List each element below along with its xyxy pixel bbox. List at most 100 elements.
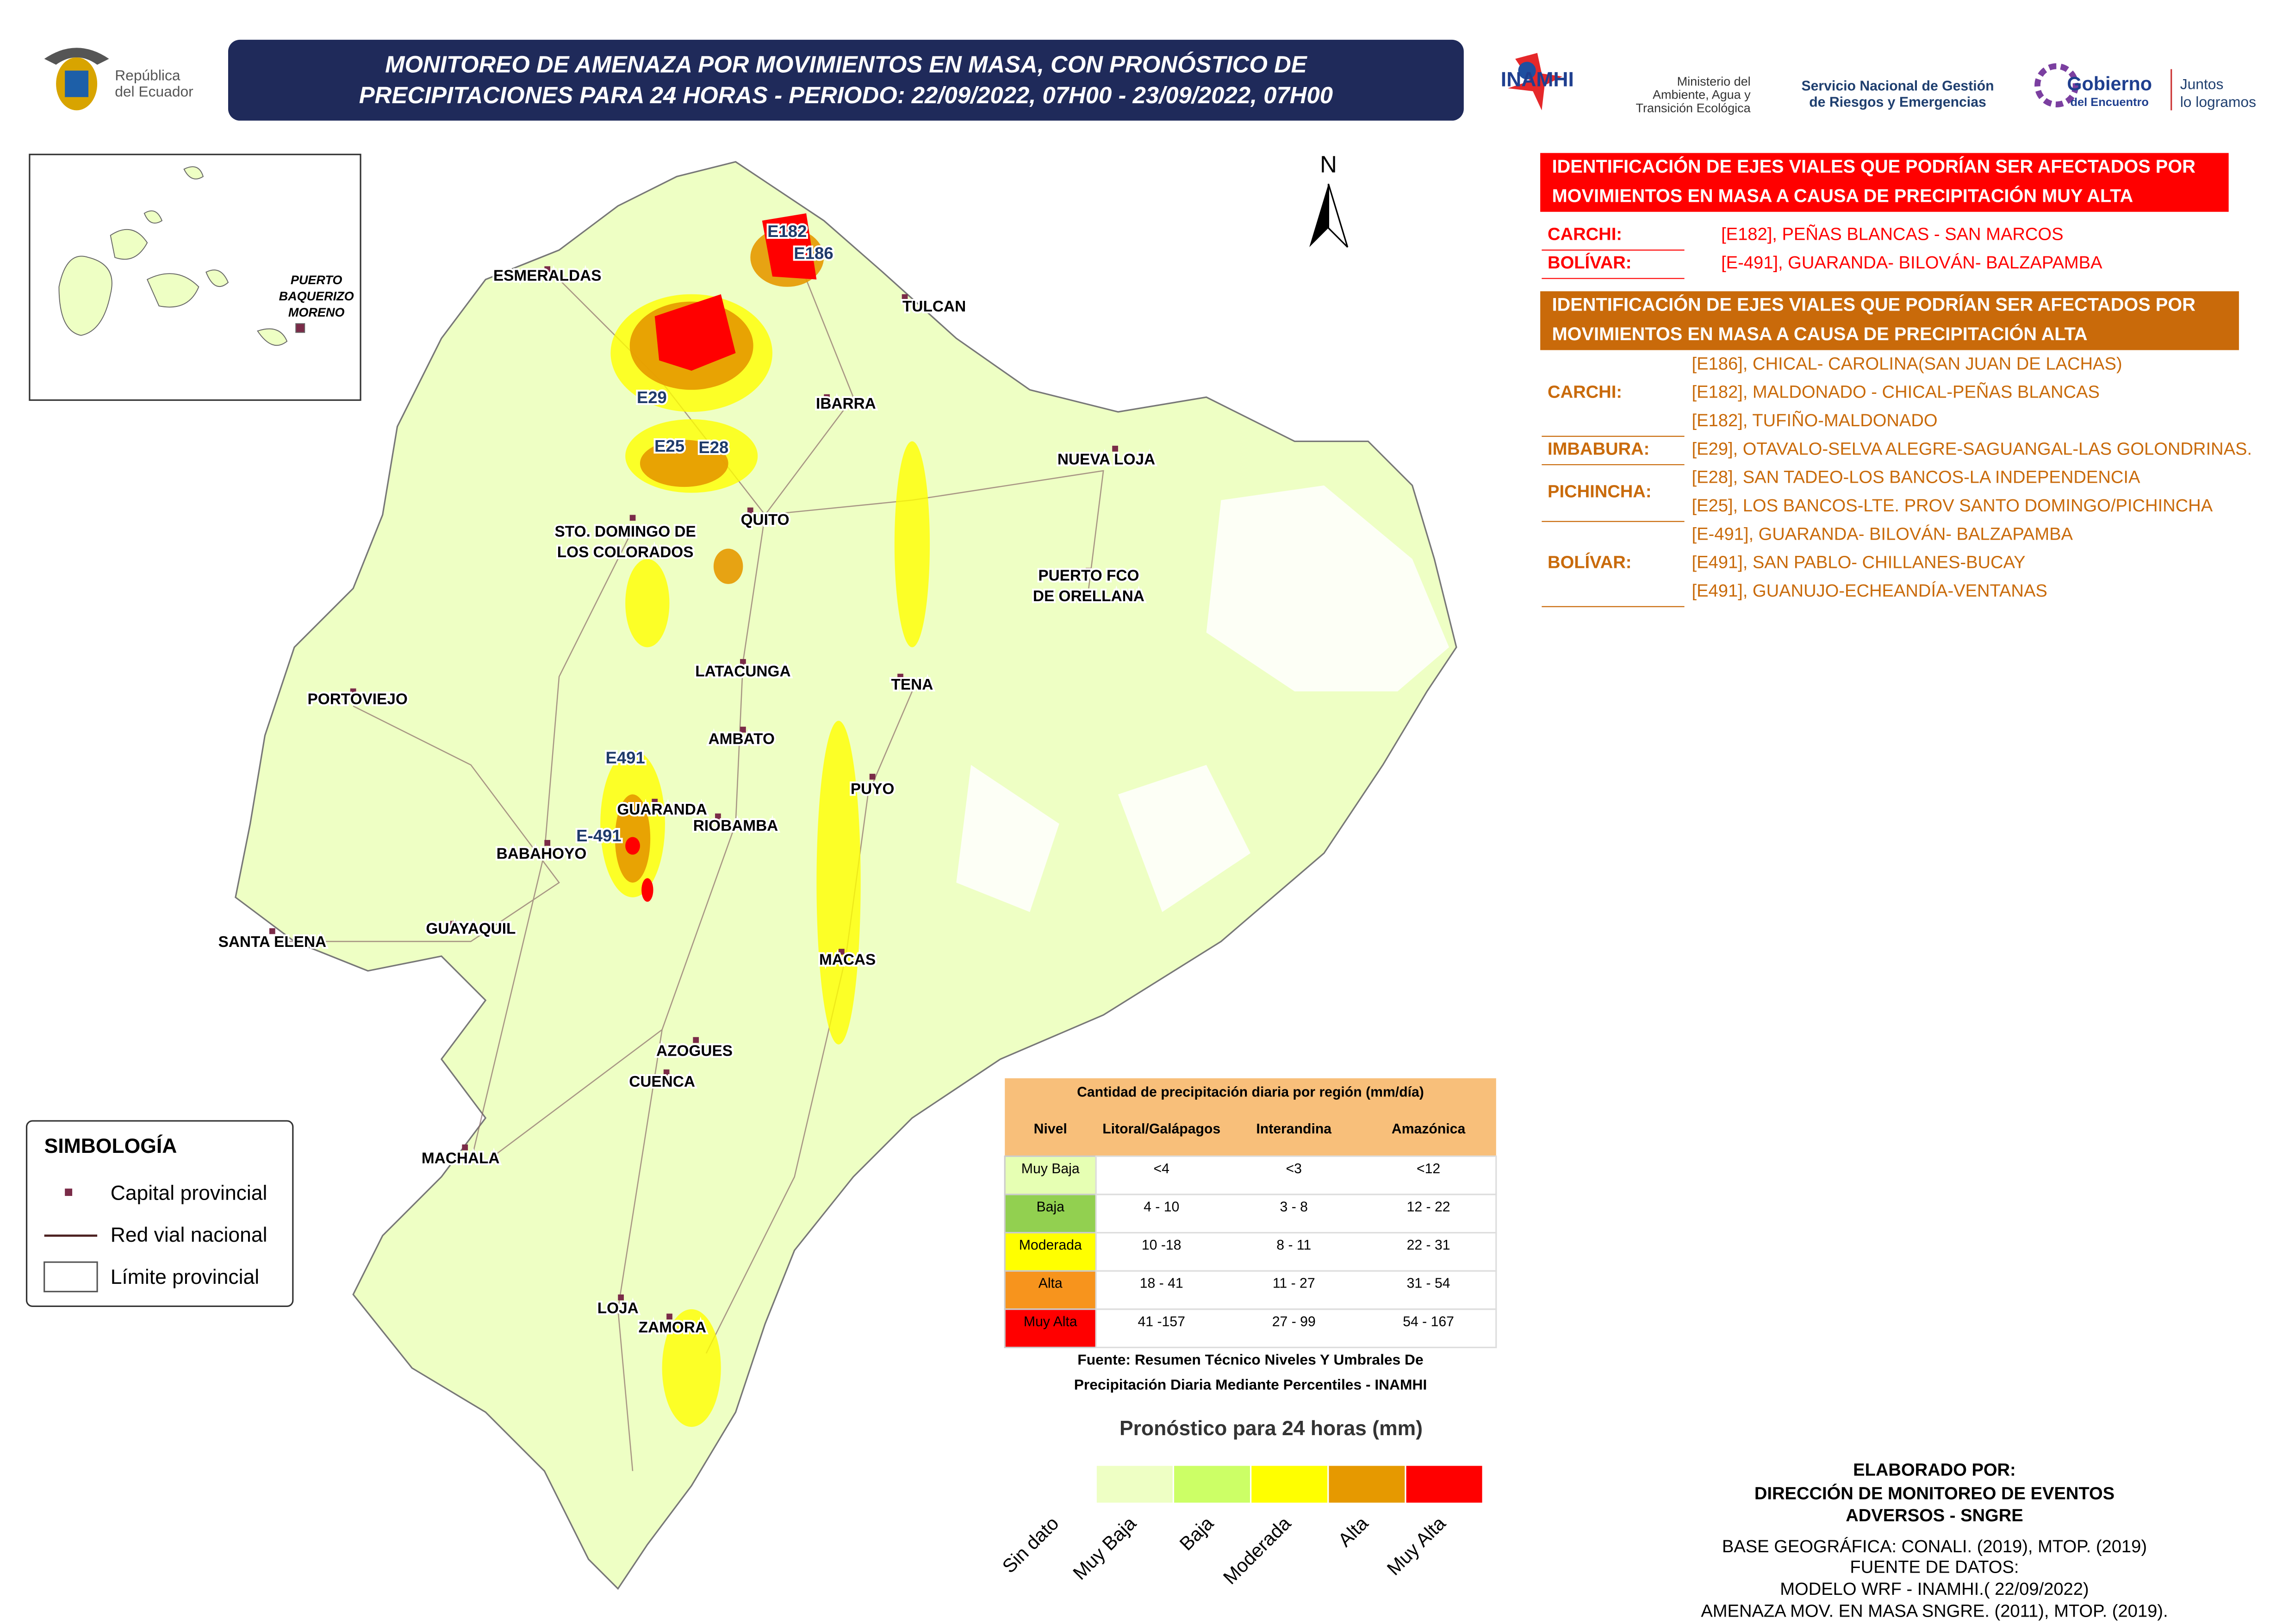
logo-text: del Ecuador [115,83,193,100]
table-cell: <12 [1417,1161,1440,1176]
province-label: PICHINCHA: [1548,481,1652,501]
table-cell: 4 - 10 [1144,1199,1179,1214]
table-cell: 8 - 11 [1276,1238,1311,1253]
road-entry: [E25], LOS BANCOS-LTE. PROV SANTO DOMING… [1692,496,2213,516]
table-cell: 11 - 27 [1273,1276,1315,1291]
row-cells [1095,1155,1497,1195]
city-label: ZAMORA [639,1319,706,1336]
capital-marker [715,813,721,820]
credit-line: MODELO WRF - INAMHI.( 22/09/2022) [1780,1579,2089,1599]
capital-marker [897,673,903,680]
logo-text: de Riesgos y Emergencias [1809,94,1986,110]
capital-marker [450,921,456,927]
city-label: MACAS [819,951,876,968]
city-label: TULCAN [902,298,966,315]
credit-line: ADVERSOS - SNGRE [1846,1506,2023,1525]
road-entry: [E491], GUANUJO-ECHEANDÍA-VENTANAS [1692,581,2047,601]
capital-marker [740,659,746,665]
city-label: BABAHOYO [497,845,587,862]
scale-swatch [1405,1464,1484,1504]
table-cell: 31 - 54 [1407,1276,1450,1291]
scale-swatch [1250,1464,1329,1504]
capital-marker [747,507,753,514]
city-label: PUYO [851,781,895,798]
road-entry: [E491], SAN PABLO- CHILLANES-BUCAY [1692,553,2026,572]
city-label: PORTOVIEJO [308,691,408,708]
logo-text: INAMHI [1501,68,1574,91]
road-entry: [E-491], GUARANDA- BILOVÁN- BALZAPAMBA [1721,253,2102,273]
capital-marker [824,394,830,400]
capital-marker [544,266,551,273]
place-label: BAQUERIZO [279,289,354,303]
credit-line: AMENAZA MOV. EN MASA SNGRE. (2011), MTOP… [1701,1601,2168,1621]
road-entry: [E186], CHICAL- CAROLINA(SAN JUAN DE LAC… [1692,354,2122,373]
map-title: PRECIPITACIONES PARA 24 HORAS - PERIODO:… [359,82,1333,108]
city-label: GUAYAQUIL [426,921,516,938]
credit-line: BASE GEOGRÁFICA: CONALI. (2019), MTOP. (… [1722,1537,2147,1556]
level-cell [1004,1155,1097,1195]
capital-marker [693,1037,699,1043]
city-label: AZOGUES [656,1042,733,1059]
logo-text: Transición Ecológica [1636,101,1751,115]
capital-marker [1112,446,1118,452]
capital-marker [839,949,845,955]
city-label: STO. DOMINGO DE [555,523,696,540]
table-cell: Alta [1039,1276,1063,1291]
road-entry: [E182], MALDONADO - CHICAL-PEÑAS BLANCAS [1692,382,2100,402]
scale-title: Pronóstico para 24 horas (mm) [1120,1417,1423,1440]
capital-marker [629,515,636,521]
road-entry: [E28], SAN TADEO-LOS BANCOS-LA INDEPENDE… [1692,467,2140,487]
city-label: NUEVA LOJA [1057,451,1155,468]
table-cell: 3 - 8 [1280,1199,1308,1214]
scale-swatch [1095,1464,1175,1504]
scale-swatch [1327,1464,1406,1504]
escudo [44,48,109,111]
route-label: E182 [767,222,807,241]
table-cell: 41 -157 [1138,1314,1185,1329]
title-banner [228,39,1464,121]
capital-marker [652,798,658,805]
north-arrow [1309,183,1349,248]
scale-swatch [1172,1464,1252,1504]
table-cell: Muy Alta [1024,1314,1077,1329]
logo-text: del Encuentro [2070,96,2148,109]
symbology-box [25,1120,294,1307]
galapagos [58,166,305,346]
capital-marker [462,1144,468,1151]
route-label: E491 [605,748,645,767]
capital-marker [740,727,746,733]
route-label: E25 [654,436,684,455]
road-entry: [E182], TUFIÑO-MALDONADO [1692,411,1938,430]
city-label: TENA [891,676,933,693]
city-label: LATACUNGA [695,663,790,680]
row-cells [1095,1194,1497,1234]
table-cell: 22 - 31 [1407,1238,1450,1253]
logo-text: Ambiente, Agua y [1653,88,1751,102]
table-cell: 54 - 167 [1403,1314,1454,1329]
row-cells [1095,1308,1497,1349]
inamhi-logo [1508,53,1562,111]
capital-marker [350,688,356,695]
logo-text: Servicio Nacional de Gestión [1801,78,1994,93]
road-entry: [E182], PEÑAS BLANCAS - SAN MARCOS [1721,224,2063,244]
credit-line: FUENTE DE DATOS: [1850,1557,2019,1577]
table-cell: Muy Baja [1021,1161,1080,1176]
table-cell: <3 [1286,1161,1302,1176]
route-label: E29 [637,388,667,407]
table-cell: Baja [1037,1199,1065,1214]
level-cell [1004,1194,1097,1234]
level-cell [1004,1270,1097,1310]
panel-heading-box [1540,153,2229,212]
province-label: IMBABURA: [1548,439,1649,459]
table-caption: Cantidad de precipitación diaria por reg… [1077,1085,1424,1100]
city-label: SANTA ELENA [218,933,327,951]
credit-line: ELABORADO POR: [1853,1460,2016,1480]
capital-marker [663,1069,670,1076]
logo-text: República [115,67,180,84]
capital-marker [269,928,275,934]
road-entry: [E29], OTAVALO-SELVA ALEGRE-SAGUANGAL-LA… [1692,439,2252,459]
logo-text: Ministerio del [1677,75,1751,88]
symbology-item: Límite provincial [111,1266,259,1288]
